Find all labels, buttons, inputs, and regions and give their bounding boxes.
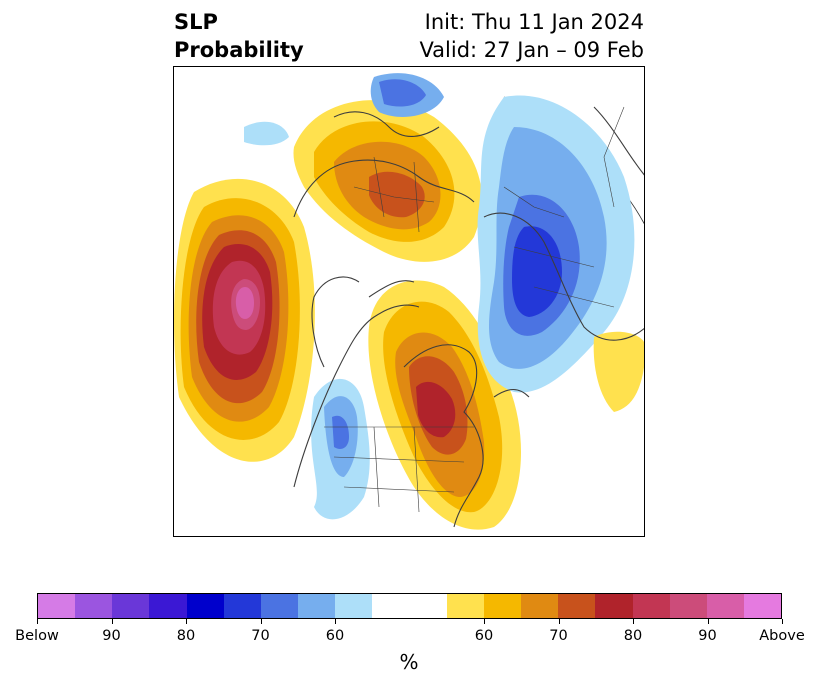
colorbar-swatch bbox=[706, 594, 744, 618]
map-canvas bbox=[174, 73, 644, 530]
pacific-high-anomaly bbox=[174, 178, 315, 462]
colorbar-swatch bbox=[149, 594, 187, 618]
colorbar-tick-label: Below bbox=[15, 628, 59, 644]
arctic-high-anomaly bbox=[293, 100, 482, 262]
colorbar-swatch bbox=[335, 594, 373, 618]
colorbar bbox=[37, 593, 782, 619]
colorbar-tick-mark bbox=[782, 619, 783, 624]
product-title: Probability bbox=[174, 38, 304, 62]
colorbar-swatch bbox=[75, 594, 113, 618]
variable-title: SLP bbox=[174, 10, 218, 34]
colorbar-swatch bbox=[298, 594, 336, 618]
colorbar-swatch bbox=[223, 594, 261, 618]
chart-title-block: SLP Probability bbox=[174, 8, 304, 64]
colorbar-swatch bbox=[112, 594, 150, 618]
coastlines bbox=[293, 106, 644, 528]
colorbar-tick-label: 90 bbox=[698, 628, 717, 644]
colorbar-tick-mark bbox=[186, 619, 187, 624]
colorbar-tick-mark bbox=[484, 619, 485, 624]
colorbar-swatch bbox=[558, 594, 596, 618]
colorbar-tick-label: 90 bbox=[102, 628, 121, 644]
colorbar-swatch bbox=[372, 594, 410, 618]
colorbar-swatch bbox=[483, 594, 522, 618]
date-block: Init: Thu 11 Jan 2024 Valid: 27 Jan – 09… bbox=[419, 8, 644, 64]
colorbar-swatch bbox=[669, 594, 707, 618]
colorbar-swatch bbox=[260, 594, 299, 618]
colorbar-swatch bbox=[186, 594, 224, 618]
colorbar-unit: % bbox=[399, 650, 419, 674]
colorbar-swatch bbox=[743, 594, 782, 618]
colorbar-tick-label: 60 bbox=[325, 628, 345, 644]
colorbar-tick-label: 70 bbox=[549, 628, 568, 644]
probability-map bbox=[173, 66, 645, 537]
political-borders bbox=[324, 106, 625, 513]
init-date: Init: Thu 11 Jan 2024 bbox=[424, 10, 644, 34]
eurasia-low-anomaly bbox=[244, 73, 635, 393]
colorbar-tick-mark bbox=[558, 619, 560, 624]
western-na-low-anomaly bbox=[311, 331, 644, 520]
colorbar-tick-label: 70 bbox=[251, 628, 270, 644]
colorbar-swatch bbox=[632, 594, 670, 618]
colorbar-tick-mark bbox=[111, 619, 113, 624]
colorbar-swatch bbox=[38, 594, 76, 618]
colorbar-tick-label: 80 bbox=[623, 628, 643, 644]
colorbar-swatch bbox=[446, 594, 484, 618]
colorbar-tick-mark bbox=[633, 619, 634, 624]
colorbar-tick-label: 60 bbox=[474, 628, 494, 644]
colorbar-tick-label: 80 bbox=[176, 628, 196, 644]
colorbar-tick-label: Above bbox=[759, 628, 805, 644]
colorbar-swatch bbox=[409, 594, 447, 618]
colorbar-swatch bbox=[521, 594, 559, 618]
colorbar-tick-mark bbox=[260, 619, 262, 624]
colorbar-tick-mark bbox=[37, 619, 38, 624]
colorbar-swatch bbox=[595, 594, 633, 618]
valid-date: Valid: 27 Jan – 09 Feb bbox=[419, 38, 644, 62]
colorbar-tick-mark bbox=[707, 619, 709, 624]
colorbar-tick-mark bbox=[335, 619, 336, 624]
